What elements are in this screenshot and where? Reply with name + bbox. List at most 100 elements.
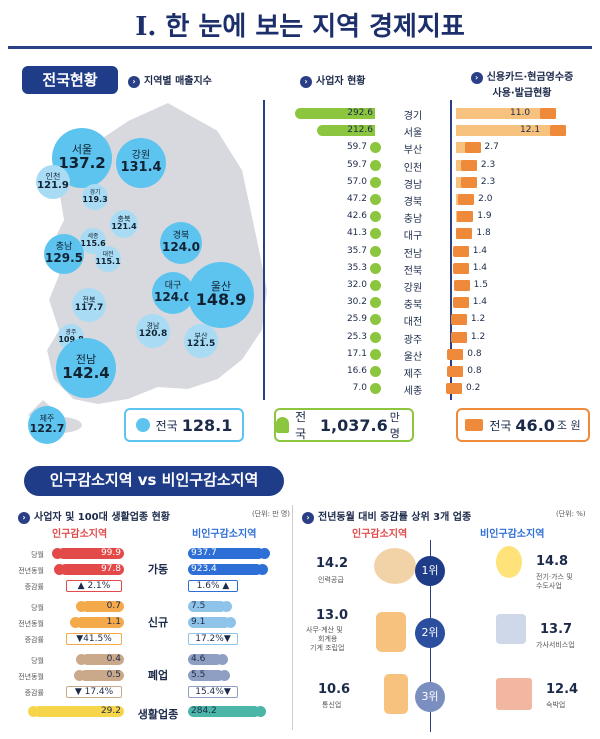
- region-label: 대구: [403, 231, 423, 243]
- bubble-chungnam: 충남 129.5: [44, 234, 84, 274]
- category-label: 가동: [147, 563, 169, 576]
- card-icon: [457, 211, 474, 223]
- section-tag-compare: 인구감소지역 vs 비인구감소지역: [24, 466, 284, 496]
- rank2-left-value: 13.0: [316, 608, 349, 623]
- card-icon: [450, 314, 467, 326]
- card-icon: [458, 194, 475, 205]
- national-biz-box: 전국 1,037.6 만 명: [274, 408, 414, 442]
- house-icon: [496, 614, 526, 644]
- national-card-box: 전국 46.0 조 원: [456, 408, 590, 442]
- decline-bar: 97.8: [60, 564, 124, 575]
- biz-dot: [370, 314, 381, 326]
- biz-bar: 32.0: [346, 280, 367, 290]
- nondecline-bar: 5.5: [188, 670, 224, 681]
- biz-dot: [370, 194, 381, 205]
- rank1-right-name1: 전기·가스 및: [536, 573, 573, 581]
- biz-bar: 25.3: [346, 331, 367, 342]
- card-icon: [453, 280, 470, 291]
- row-label: 전년동월: [18, 673, 44, 681]
- bubble-gyeonggi: 경기 119.3: [82, 184, 108, 210]
- bubble-gangwon: 강원 131.4: [116, 138, 166, 188]
- card-value: 1.4: [472, 297, 488, 308]
- biz-bar: 41.3: [346, 228, 367, 239]
- rank1-badge: 1위: [415, 556, 445, 586]
- row-label: 증감률: [24, 689, 44, 697]
- arrow-icon: ›: [128, 76, 140, 88]
- title-divider: [8, 46, 592, 49]
- rank1-right-name2: 수도사업: [536, 582, 562, 590]
- decline-dot: [74, 670, 85, 681]
- card-icon: [464, 142, 481, 154]
- category-label: 생활업종: [137, 708, 179, 721]
- rank3-left-value: 10.6: [318, 682, 351, 697]
- nondecline-dot: [257, 564, 268, 575]
- unit-left: (단위: 만 명): [252, 510, 291, 518]
- arrow-icon: ›: [470, 72, 483, 84]
- card-value: 1.5: [473, 280, 488, 290]
- card-value: 0.2: [466, 383, 481, 394]
- biz-bar: 7.0: [352, 383, 367, 394]
- decline-dot: [76, 654, 87, 665]
- row-label: 증감률: [24, 636, 44, 644]
- arrow-icon: ›: [300, 76, 312, 88]
- biz-bar: 212.6: [316, 125, 375, 137]
- biz-dot: [370, 280, 381, 291]
- biz-dot: [370, 366, 381, 377]
- arrow-icon: ›: [18, 512, 30, 524]
- card-icon: [447, 348, 464, 360]
- card-bar: [456, 108, 556, 119]
- biz-bar: 59.7: [346, 159, 367, 170]
- phone-icon: [384, 674, 408, 714]
- biz-dot: [370, 176, 381, 188]
- workers-icon: [374, 548, 416, 584]
- card-value: 0.8: [467, 366, 482, 376]
- bubble-gyeongbuk: 경북 124.0: [160, 222, 202, 264]
- bubble-ulsan: 울산 148.9: [188, 262, 254, 328]
- motel-icon: [496, 678, 532, 710]
- nondecline-dot: [225, 617, 236, 628]
- national-sales-box: 전국 128.1: [124, 408, 244, 442]
- nondecline-dot: [255, 706, 266, 717]
- bubble-gyeongnam: 경남 120.8: [136, 314, 170, 348]
- nondecline-dot: [221, 601, 232, 612]
- region-label: 전남: [403, 248, 423, 260]
- card-icon: [452, 297, 469, 309]
- lightbulb-icon: [496, 546, 522, 578]
- region-label: 서울: [403, 128, 423, 140]
- decline-dot: [28, 706, 39, 717]
- card-value: 2.3: [480, 159, 496, 170]
- rate-right: 17.2%▼: [188, 633, 238, 645]
- card-value: 0.8: [467, 348, 482, 359]
- subhead-top3: › 전년동월 대비 증감률 상위 3개 업종: [302, 508, 471, 524]
- section-tag-national: 전국현황: [22, 66, 118, 94]
- bubble-daegu: 대구 124.0: [152, 272, 194, 314]
- row-label: 당월: [31, 604, 44, 612]
- region-label: 경북: [403, 197, 423, 208]
- decline-bar: 0.4: [82, 654, 124, 665]
- bubble-incheon: 인천 121.9: [36, 165, 70, 199]
- region-label: 세종: [403, 386, 423, 398]
- rank2-left-name1: 사무·계산 및: [306, 626, 343, 634]
- card-value: 1.2: [470, 314, 486, 325]
- rate-right: 15.4%▼: [188, 686, 238, 698]
- card-value: 1.2: [470, 331, 486, 342]
- card-value: 1.8: [476, 228, 491, 239]
- biz-bar: 59.7: [346, 142, 367, 153]
- category-label: 폐업: [147, 669, 169, 682]
- row-label: 전년동월: [18, 620, 44, 628]
- rate-right: 1.6% ▲: [188, 580, 238, 592]
- biz-dot: [370, 159, 381, 171]
- biz-dot: [370, 331, 381, 343]
- decline-bar: 29.2: [34, 706, 124, 717]
- decline-bar: 0.7: [82, 601, 124, 612]
- row-label: 전년동월: [18, 567, 44, 575]
- bubble-jeonbuk: 전북 117.7: [72, 288, 106, 322]
- rank2-badge: 2위: [415, 618, 445, 648]
- biz-bar: 17.1: [346, 348, 367, 359]
- card-value: 1.9: [477, 211, 492, 222]
- card-icon: [460, 176, 477, 188]
- subhead-business: › 사업자 현황: [300, 72, 365, 88]
- rank2-right-value: 13.7: [540, 622, 573, 637]
- region-label: 광주: [403, 334, 423, 346]
- rank1-left-name: 인력공급: [318, 576, 344, 584]
